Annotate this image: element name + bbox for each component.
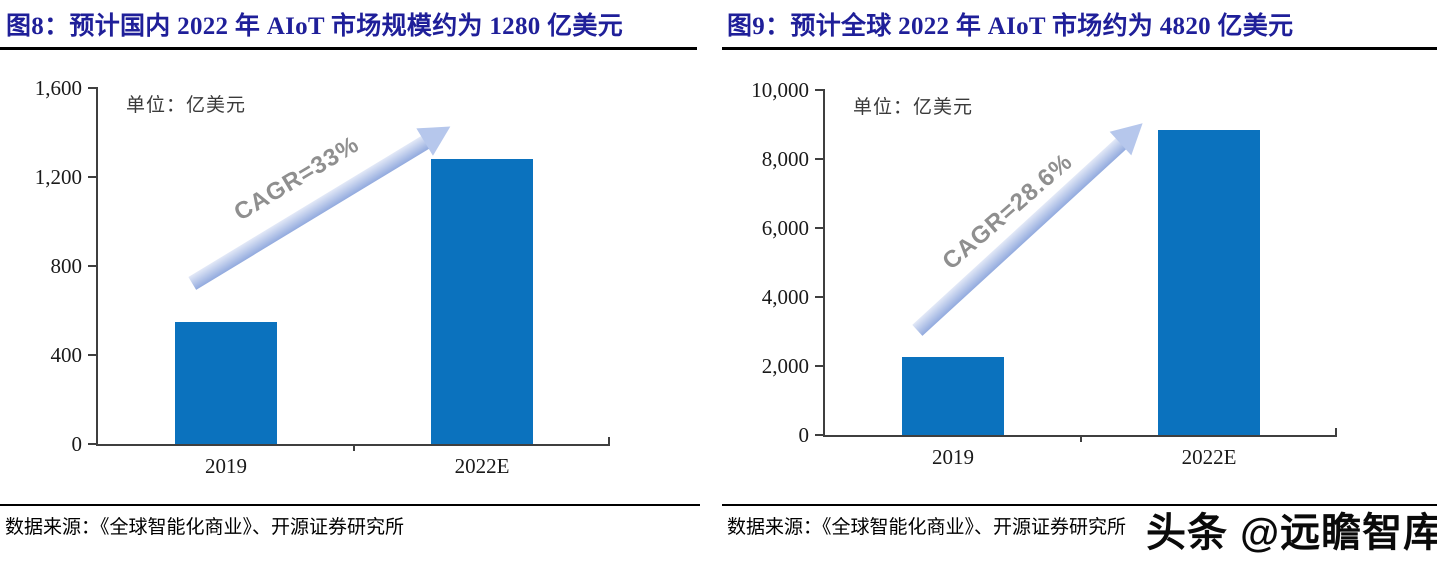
y-axis-label: 1,600 (34, 76, 82, 100)
arrow-shaft (912, 135, 1129, 336)
figure-8-unit-label: 单位：亿美元 (126, 95, 247, 116)
figure-8-plot-area: 单位：亿美元 CAGR=33% 0 400 800 1,200 1,600 2019 202… (35, 76, 610, 478)
y-axis-tick (815, 227, 825, 229)
figure-9: 图9：预计全球 2022 年 AIoT 市场约为 4820 亿美元 单位：亿美元… (718, 0, 1437, 561)
figure-9-cagr-label: CAGR=28.6% (937, 148, 1078, 276)
y-axis-label: 800 (50, 254, 83, 278)
x-axis-end-tick (608, 437, 610, 444)
figure-9-source: 数据来源：《全球智能化商业》、开源证券研究所 (727, 517, 1127, 538)
y-axis-label: 400 (50, 343, 83, 367)
x-axis-label: 2019 (932, 445, 974, 469)
x-axis-end-tick (1335, 428, 1337, 435)
growth-arrow (912, 111, 1154, 336)
y-axis-tick (815, 89, 825, 91)
x-axis-label: 2022E (1181, 445, 1237, 469)
x-axis-label: 2019 (205, 454, 247, 478)
y-axis-label: 8,000 (761, 147, 809, 171)
y-axis-tick (815, 434, 825, 436)
figure-8-source: 数据来源：《全球智能化商业》、开源证券研究所 (5, 517, 405, 538)
y-axis-label: 0 (71, 432, 83, 456)
bar-2019 (175, 321, 277, 444)
y-axis-tick (88, 87, 98, 89)
figure-8-source-rule (0, 504, 700, 506)
x-axis-mid-tick (353, 444, 355, 451)
figure-9-source-rule (722, 504, 1437, 506)
bar-2019 (902, 357, 1004, 435)
y-axis-label: 10,000 (751, 78, 809, 102)
bar-2022E (431, 159, 533, 444)
figure-9-unit-label: 单位：亿美元 (853, 97, 974, 118)
x-axis-mid-tick (1080, 435, 1082, 442)
figure-9-title: 图9：预计全球 2022 年 AIoT 市场约为 4820 亿美元 (727, 13, 1294, 40)
y-axis-label: 6,000 (761, 216, 809, 240)
figure-8: 图8：预计国内 2022 年 AIoT 市场规模约为 1280 亿美元 单位：亿… (0, 0, 718, 561)
y-axis-label: 2,000 (761, 354, 809, 378)
bar-2022E (1158, 129, 1260, 435)
y-axis-label: 4,000 (761, 285, 809, 309)
figure-9-plot-area: 单位：亿美元 CAGR=28.6% 0 2,000 4,000 6,000 8,000 1… (751, 78, 1337, 469)
y-axis-tick (815, 365, 825, 367)
y-axis-tick (88, 354, 98, 356)
figure-8-title-rule (0, 47, 697, 50)
y-axis-tick (88, 443, 98, 445)
figure-9-title-rule (722, 47, 1437, 50)
y-axis-tick (88, 265, 98, 267)
y-axis-tick (815, 158, 825, 160)
x-axis-label: 2022E (454, 454, 510, 478)
y-axis-tick (815, 296, 825, 298)
figure-8-title: 图8：预计国内 2022 年 AIoT 市场规模约为 1280 亿美元 (6, 13, 624, 40)
y-axis-label: 1,200 (34, 165, 82, 189)
y-axis-label: 0 (798, 423, 810, 447)
y-axis-tick (88, 176, 98, 178)
watermark: 头条 @远瞻智库 (1146, 511, 1437, 555)
